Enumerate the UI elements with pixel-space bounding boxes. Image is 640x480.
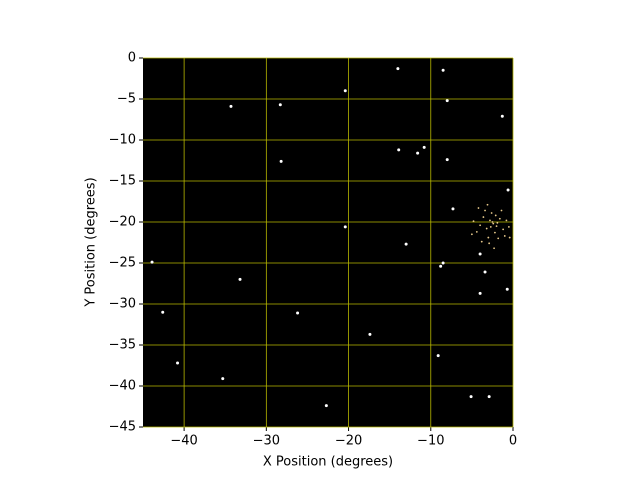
star [491,221,494,223]
star [492,222,495,225]
star [469,395,473,399]
star [496,221,499,224]
star [482,216,485,218]
star [506,188,510,192]
star [478,252,482,256]
star [486,203,489,206]
star [436,354,440,358]
y-tick-label: −10 [109,133,136,148]
x-tick-label: −30 [253,434,280,449]
star [505,219,508,222]
star [508,236,511,239]
x-tick-label: −10 [417,434,444,449]
y-tick-label: −15 [109,174,136,189]
plot-area [143,58,513,427]
star [221,377,225,381]
star [485,227,488,230]
star [494,214,497,217]
star [500,209,503,212]
star [500,114,504,118]
y-tick-label: −35 [109,338,136,353]
star [451,207,455,211]
star [470,233,473,236]
star [416,151,420,155]
star [480,240,483,243]
star [343,225,347,229]
star [479,224,482,227]
star [502,228,505,231]
x-tick-label: 0 [509,434,517,449]
y-tick-label: −45 [109,420,136,435]
star [229,104,233,108]
star [503,235,506,237]
star [487,395,491,399]
y-tick-label: −25 [109,256,136,271]
star [497,237,500,240]
y-axis-label: Y Position (degrees) [84,177,99,307]
x-tick-label: −20 [335,434,362,449]
star [397,148,401,152]
y-tick-label: −30 [109,297,136,312]
star [477,207,480,209]
star [368,332,372,336]
star [490,212,493,214]
star [279,159,283,163]
star [441,68,445,72]
star [439,264,443,268]
y-tick-label: −5 [117,92,136,107]
star [422,145,426,149]
x-tick-label: −40 [170,434,197,449]
y-tick-label: 0 [128,51,136,66]
star [238,277,242,281]
star [445,99,449,103]
star [404,242,408,246]
star [507,226,510,228]
star [484,209,486,212]
star [494,231,496,234]
y-tick-label: −20 [109,215,136,230]
star [441,261,445,265]
star [324,404,328,408]
star [493,247,495,250]
star [396,67,400,71]
star [278,103,282,107]
star [498,217,501,220]
star [489,219,491,222]
star [487,236,490,239]
x-axis-label: X Position (degrees) [263,455,393,470]
star [495,225,498,228]
star [478,291,482,295]
star [176,361,180,365]
star [472,220,475,223]
star [489,226,492,228]
star [505,287,509,291]
star [161,310,165,314]
y-tick-label: −40 [109,379,136,394]
star [475,230,478,233]
star [445,158,449,162]
star [488,242,491,245]
star [150,260,154,264]
star [343,89,347,93]
star [483,270,487,274]
star [296,311,300,315]
